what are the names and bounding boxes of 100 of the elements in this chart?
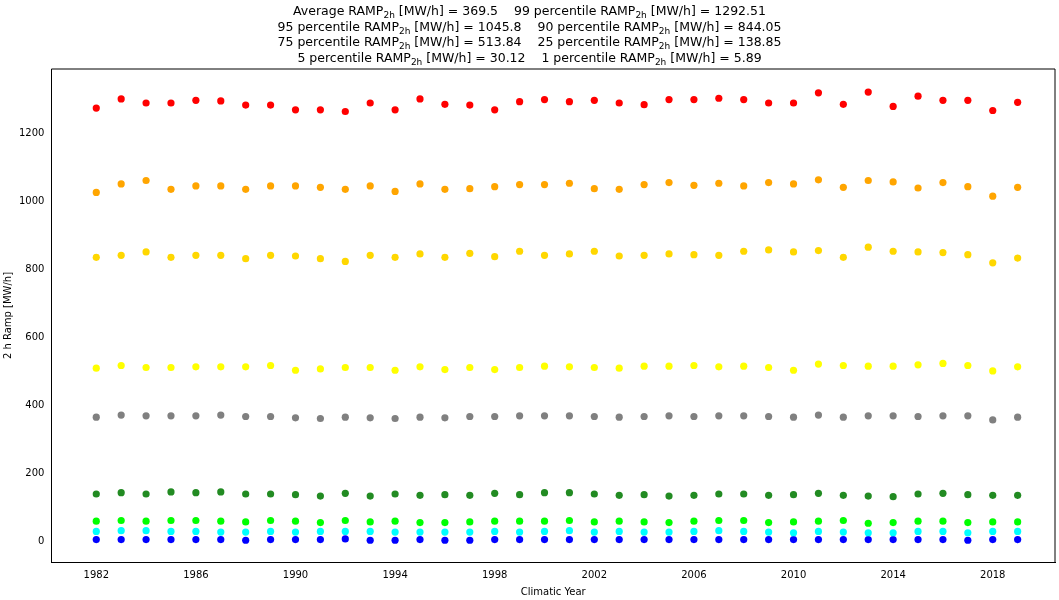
point — [964, 361, 972, 370]
point — [291, 414, 300, 422]
point — [615, 185, 623, 193]
point — [789, 248, 798, 256]
point — [266, 101, 275, 109]
point — [690, 412, 698, 421]
point — [740, 362, 748, 370]
point — [540, 489, 549, 497]
x-tick-label: 1994 — [382, 568, 408, 580]
point — [640, 518, 648, 526]
point — [366, 527, 374, 535]
point — [341, 107, 349, 116]
point — [864, 88, 872, 96]
point — [590, 247, 598, 255]
point — [366, 182, 374, 190]
point — [715, 527, 723, 535]
point — [242, 518, 250, 526]
point — [740, 412, 748, 420]
point — [341, 257, 349, 266]
point — [217, 363, 225, 371]
point — [565, 489, 574, 497]
x-tick-label: 2010 — [780, 568, 807, 580]
point — [466, 185, 474, 193]
point — [242, 412, 250, 421]
point — [914, 248, 922, 256]
y-tick-label: 600 — [25, 331, 45, 343]
point — [740, 516, 748, 525]
point — [491, 365, 499, 374]
point — [217, 97, 225, 105]
point — [565, 412, 574, 420]
point — [914, 527, 922, 535]
point — [989, 518, 997, 526]
point — [391, 366, 399, 374]
point — [864, 529, 872, 537]
point — [1014, 527, 1022, 535]
point — [117, 251, 125, 259]
y-tick-label: 1000 — [19, 195, 45, 207]
point — [814, 89, 823, 97]
point — [142, 248, 150, 256]
point — [540, 251, 549, 259]
point — [615, 535, 623, 544]
point — [914, 517, 922, 525]
point — [316, 492, 324, 500]
point — [1014, 491, 1022, 499]
point — [665, 362, 673, 370]
point — [142, 535, 150, 544]
point — [889, 529, 897, 537]
point — [540, 517, 549, 525]
point — [964, 183, 972, 191]
point — [914, 490, 922, 498]
point — [590, 412, 598, 421]
point — [939, 527, 947, 535]
point — [142, 490, 150, 498]
point — [540, 527, 549, 535]
point — [167, 363, 175, 372]
point — [316, 183, 324, 191]
point — [665, 250, 673, 258]
point — [192, 412, 200, 420]
point — [765, 412, 773, 421]
x-tick-label: 2006 — [681, 568, 707, 580]
point — [217, 251, 225, 259]
point — [839, 100, 847, 108]
point — [765, 363, 773, 372]
point — [565, 179, 574, 187]
point — [640, 528, 648, 536]
x-tick-label: 1982 — [83, 568, 109, 580]
point — [665, 178, 673, 187]
point — [316, 365, 324, 373]
point — [615, 527, 623, 535]
point — [989, 192, 997, 200]
point — [565, 535, 574, 544]
point — [366, 363, 374, 372]
point — [516, 363, 524, 372]
point — [516, 491, 524, 499]
point — [864, 243, 872, 251]
point — [1014, 413, 1022, 421]
point — [715, 412, 723, 420]
point — [540, 96, 549, 104]
point — [839, 413, 847, 421]
point — [914, 535, 922, 544]
point — [266, 412, 275, 421]
point — [565, 363, 574, 371]
point — [142, 517, 150, 525]
point — [441, 528, 449, 536]
point — [540, 412, 549, 420]
point — [391, 490, 399, 498]
point — [167, 488, 175, 496]
point — [92, 364, 100, 372]
point — [889, 493, 897, 501]
point — [142, 99, 150, 107]
point — [939, 359, 947, 368]
point — [466, 412, 474, 421]
point — [665, 492, 673, 500]
point — [466, 101, 474, 109]
point — [416, 491, 424, 499]
point — [540, 181, 549, 189]
point — [814, 517, 823, 525]
point — [92, 104, 100, 112]
point — [889, 518, 897, 527]
x-tick-label: 1998 — [481, 568, 508, 580]
